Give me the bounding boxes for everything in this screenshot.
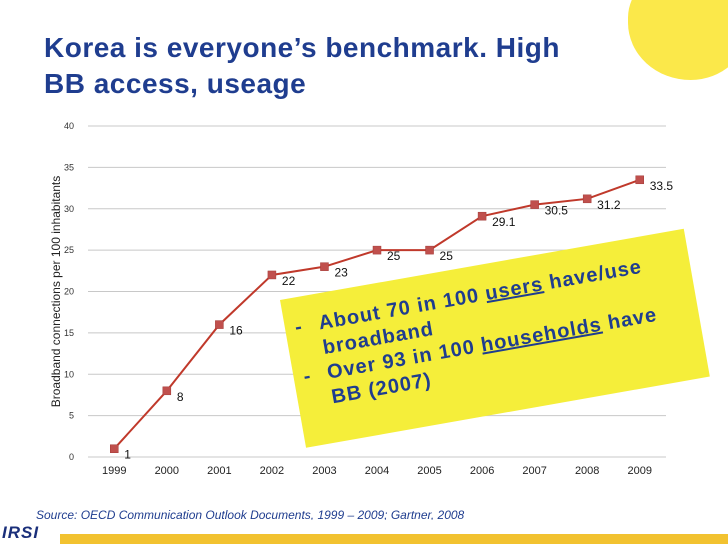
footer-stripe: [60, 534, 728, 544]
data-point-marker: [372, 245, 382, 255]
y-tick-label: 40: [64, 121, 74, 131]
y-tick-label: 30: [64, 204, 74, 214]
x-tick-label: 2007: [522, 465, 546, 477]
y-axis-label: Broadband connections per 100 inhabitant…: [49, 176, 63, 408]
x-tick-label: 1999: [102, 465, 126, 477]
title-line-1: Korea is everyone’s benchmark. High: [44, 32, 560, 63]
data-point-marker: [477, 211, 487, 221]
x-tick-label: 2008: [575, 465, 599, 477]
data-point-marker: [110, 444, 119, 453]
data-point-marker: [320, 262, 329, 271]
data-label: 23: [334, 266, 348, 280]
irsi-logo: IRSI: [2, 523, 40, 542]
data-label: 25: [440, 249, 454, 263]
page-title: Korea is everyone’s benchmark. High BB a…: [44, 30, 664, 102]
y-tick-label: 5: [69, 411, 74, 421]
data-label: 31.2: [597, 198, 621, 212]
x-tick-label: 2002: [260, 465, 284, 477]
y-tick-label: 20: [64, 287, 74, 297]
x-tick-label: 2006: [470, 465, 494, 477]
data-point-marker: [215, 320, 224, 329]
y-tick-label: 15: [64, 328, 74, 338]
data-label: 1: [124, 448, 131, 462]
data-label: 30.5: [545, 204, 569, 218]
data-label: 22: [282, 274, 296, 288]
data-point-marker: [267, 270, 277, 280]
x-tick-label: 2000: [155, 465, 179, 477]
data-point-marker: [530, 200, 539, 209]
source-note: Source: OECD Communication Outlook Docum…: [36, 508, 465, 522]
y-tick-label: 0: [69, 452, 74, 462]
data-point-marker: [635, 175, 644, 185]
x-tick-label: 2009: [627, 465, 651, 477]
data-label: 8: [177, 390, 184, 404]
title-line-2: BB access, useage: [44, 68, 307, 99]
data-point-marker: [582, 194, 592, 204]
data-label: 29.1: [492, 215, 516, 229]
data-label: 33.5: [650, 179, 674, 193]
data-point-marker: [425, 245, 434, 255]
x-tick-label: 2004: [365, 465, 389, 477]
x-tick-label: 2001: [207, 465, 231, 477]
y-tick-label: 35: [64, 162, 74, 172]
y-tick-label: 25: [64, 245, 74, 255]
data-label: 16: [229, 324, 243, 338]
data-label: 25: [387, 249, 401, 263]
x-tick-label: 2005: [417, 465, 441, 477]
x-tick-label: 2003: [312, 465, 336, 477]
data-point-marker: [162, 386, 172, 396]
y-tick-label: 10: [64, 369, 74, 379]
